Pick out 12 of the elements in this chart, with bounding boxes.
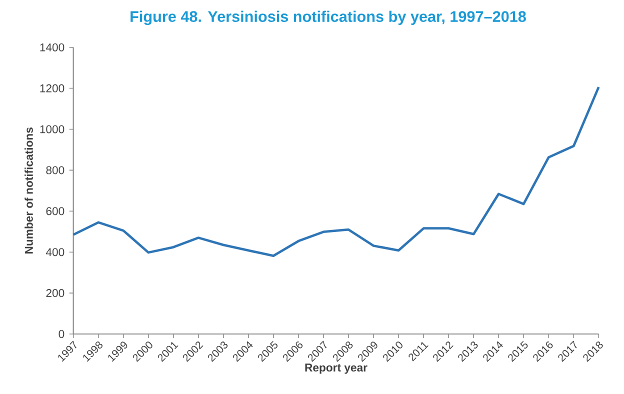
y-tick-label: 1400 [40,43,64,52]
y-tick-label: 400 [46,248,64,256]
y-tick-label: 600 [46,207,64,216]
chart-title: Figure 48. Yersiniosis notifications by year, 1997–2018 [130,10,526,26]
y-tick-label: 800 [46,166,64,174]
line-series [72,86,600,257]
y-tick-label: 1200 [40,84,64,92]
y-axis-title: Number of notifications [24,128,33,254]
y-tick-label: 1000 [40,125,64,134]
y-tick-label: 200 [46,289,64,298]
x-axis-title: Report year [305,364,368,374]
y-tick-label: 0 [58,330,64,338]
